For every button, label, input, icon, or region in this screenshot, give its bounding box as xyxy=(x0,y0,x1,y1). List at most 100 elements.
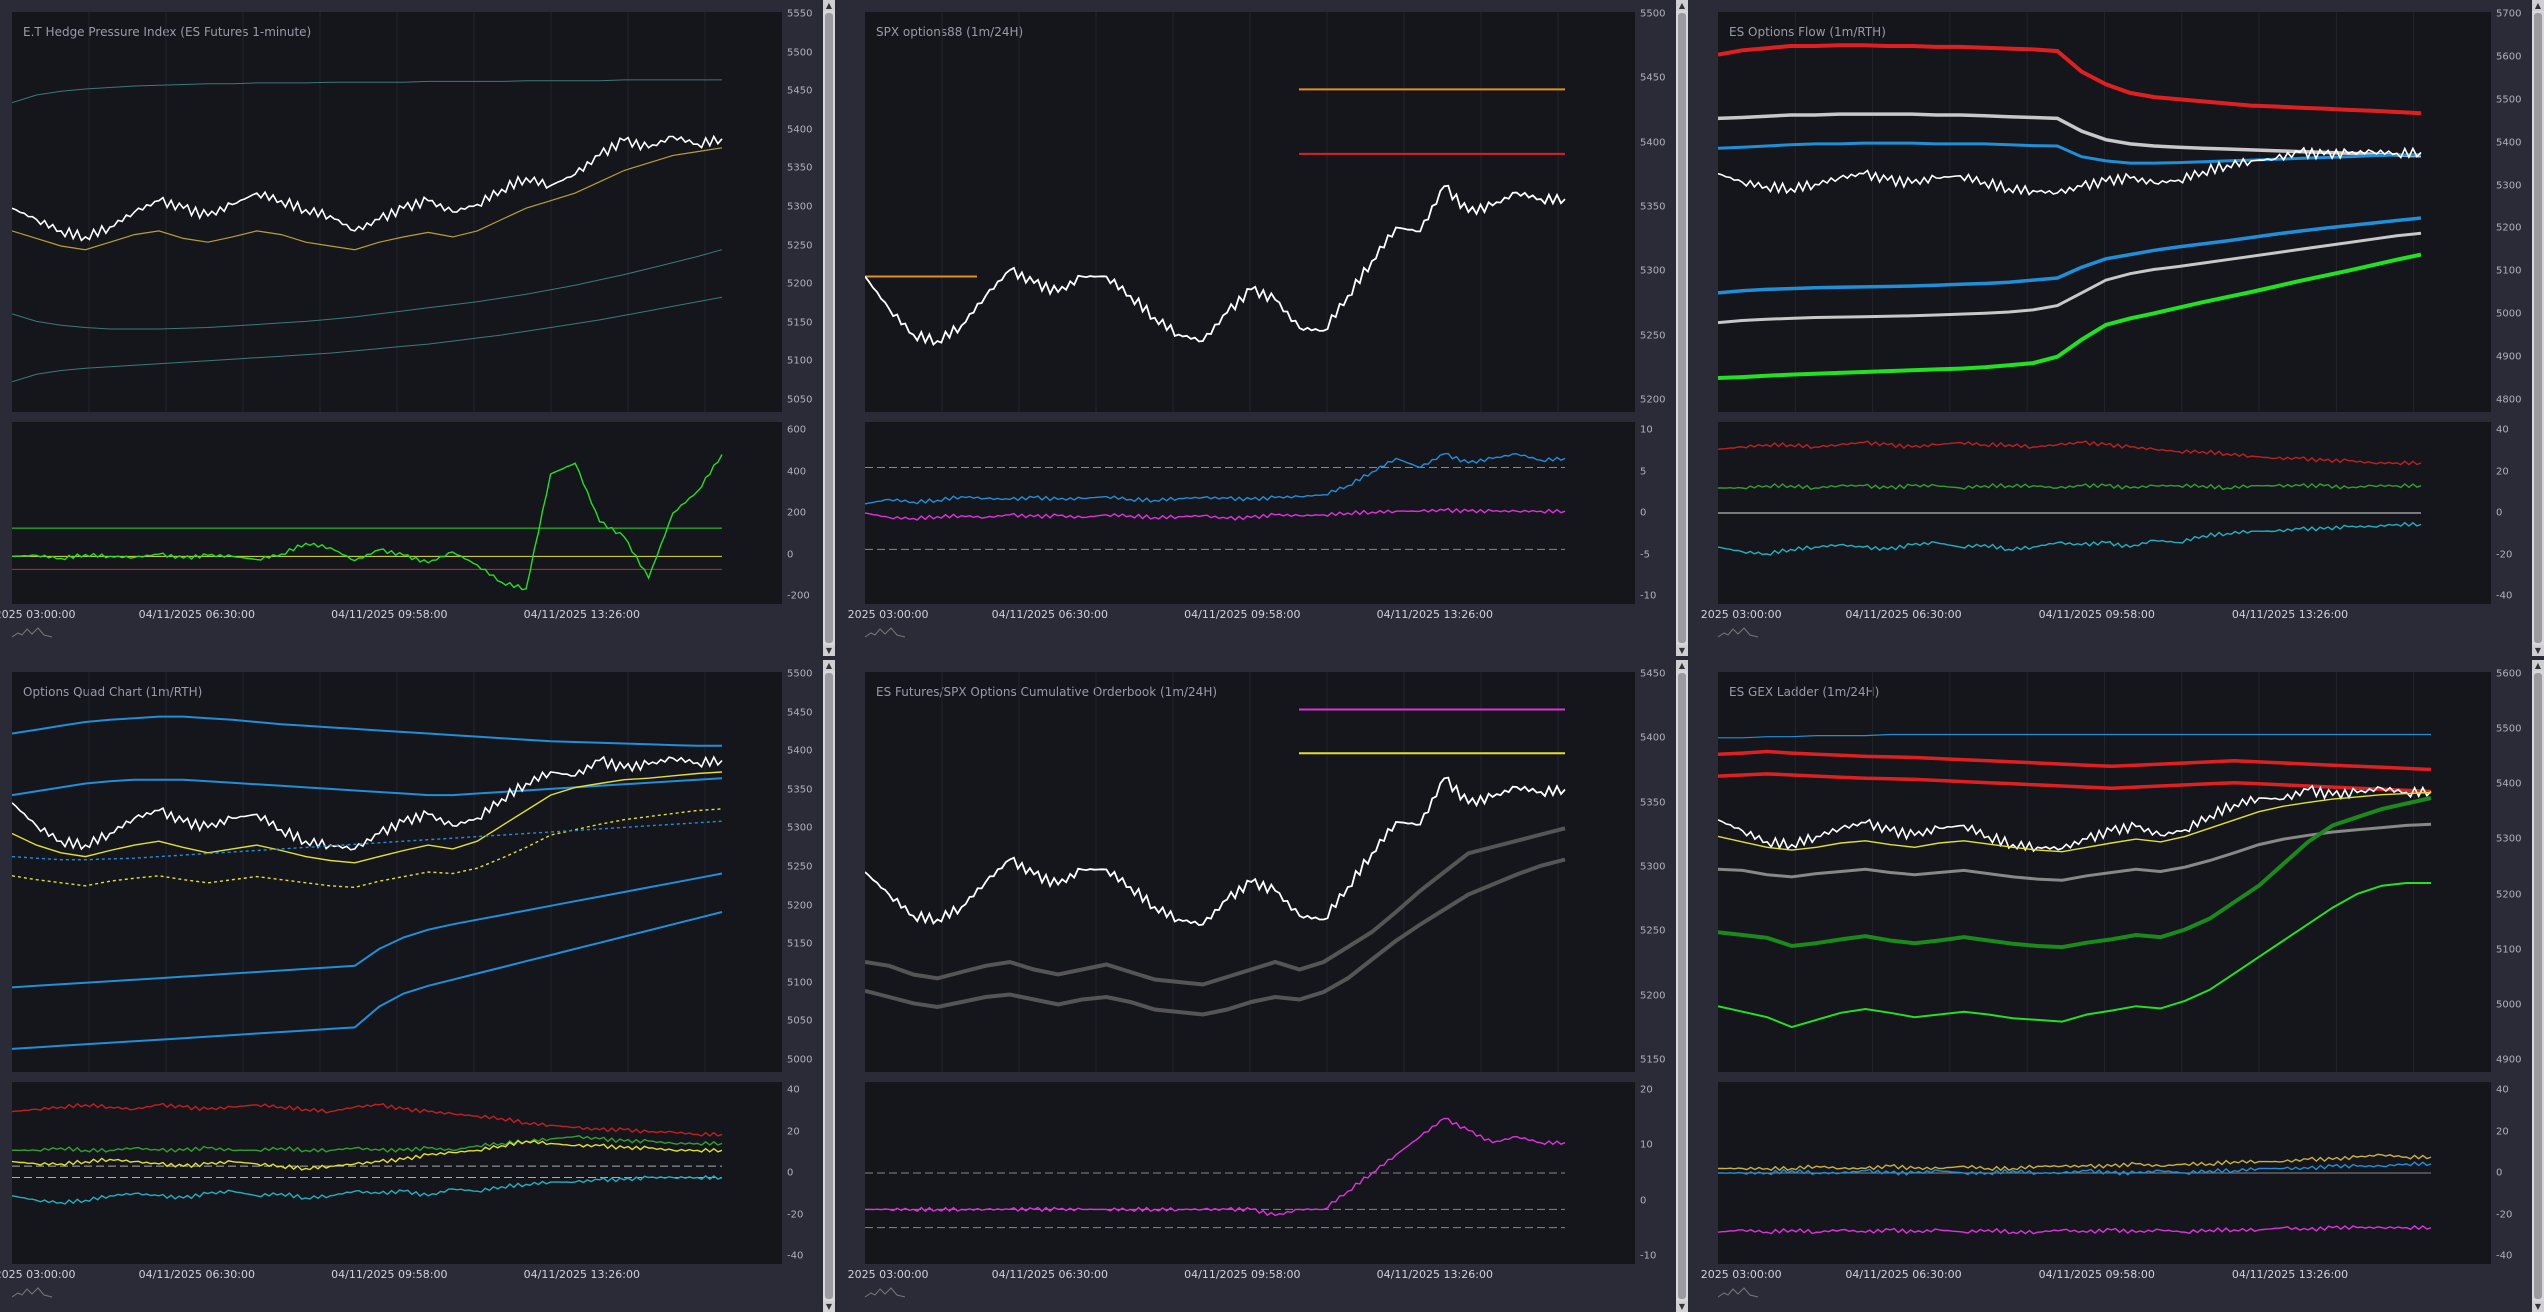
price-axis[interactable]: 5550 5500 5450 5400 5350 5300 5250 5200 5150 5100… xyxy=(782,0,822,412)
time-axis[interactable]: 2025 03:00:00 04/11/2025 06:30:00 04/11/20… xyxy=(0,1268,782,1284)
time-axis[interactable]: 2025 03:00:00 04/11/2025 06:30:00 04/11/20… xyxy=(0,608,782,624)
y-tick-label: 5250 xyxy=(1640,925,1666,937)
oscillator-chart[interactable] xyxy=(12,422,782,604)
y-tick-label: 200 xyxy=(787,507,807,519)
series-line-6 xyxy=(1718,252,2422,380)
oscillator-chart[interactable] xyxy=(865,422,1635,604)
vertical-scrollbar[interactable]: ▲ ▼ xyxy=(2532,0,2544,656)
price-chart[interactable]: E.T Hedge Pressure Index (ES Futures 1-m… xyxy=(12,12,782,412)
chart-panel-p2[interactable]: SPX options88 (1m/24H) 5500 5450 5400 5350 53… xyxy=(848,0,1688,656)
navigator-icon[interactable] xyxy=(11,1286,53,1298)
series-line-5 xyxy=(12,820,723,861)
y-tick-label: 5450 xyxy=(1640,72,1666,84)
oscillator-axis[interactable]: 20 10 0 -10 xyxy=(1635,1082,1675,1264)
scroll-thumb[interactable] xyxy=(1678,673,1686,1299)
chart-panel-p5[interactable]: ES Futures/SPX Options Cumulative Orderb… xyxy=(848,660,1688,1312)
series-line-1 xyxy=(12,147,723,251)
vertical-scrollbar[interactable]: ▲ ▼ xyxy=(823,0,835,656)
vertical-scrollbar[interactable]: ▲ ▼ xyxy=(823,660,835,1312)
panel-title: SPX options88 (1m/24H) xyxy=(876,25,1024,39)
scroll-down-icon[interactable]: ▼ xyxy=(2532,1301,2544,1312)
oscillator-axis[interactable]: 40 20 0 -20 -40 xyxy=(782,1082,822,1264)
scroll-down-icon[interactable]: ▼ xyxy=(1676,1301,1688,1312)
price-axis[interactable]: 5500 5450 5400 5350 5300 5250 5200 xyxy=(1635,0,1675,412)
navigator-icon[interactable] xyxy=(864,1286,906,1298)
scroll-down-icon[interactable]: ▼ xyxy=(823,645,835,656)
y-tick-label: 5350 xyxy=(787,162,813,174)
series-line-5 xyxy=(1718,231,2422,325)
scroll-down-icon[interactable]: ▼ xyxy=(823,1301,835,1312)
price-axis[interactable]: 5500 5450 5400 5350 5300 5250 5200 5150 5100 5050… xyxy=(782,660,822,1072)
osc-series-line-2 xyxy=(12,1139,723,1171)
oscillator-chart[interactable] xyxy=(1718,422,2491,604)
chart-panel-p4[interactable]: Options Quad Chart (1m/RTH) 5500 5450 5400 5… xyxy=(0,660,835,1312)
oscillator-chart[interactable] xyxy=(12,1082,782,1264)
price-chart-svg xyxy=(12,12,723,412)
scroll-up-icon[interactable]: ▲ xyxy=(2532,660,2544,671)
vertical-scrollbar[interactable]: ▲ ▼ xyxy=(1676,0,1688,656)
price-chart[interactable]: SPX options88 (1m/24H) xyxy=(865,12,1635,412)
navigator-icon[interactable] xyxy=(1717,626,1759,638)
scroll-thumb[interactable] xyxy=(2534,13,2542,643)
navigator-icon[interactable] xyxy=(11,626,53,638)
scroll-up-icon[interactable]: ▲ xyxy=(823,0,835,11)
vertical-scrollbar[interactable]: ▲ ▼ xyxy=(2532,660,2544,1312)
y-tick-label: 5050 xyxy=(787,394,813,406)
navigator-icon[interactable] xyxy=(864,626,906,638)
oscillator-axis[interactable]: 600 400 200 0 -200 xyxy=(782,422,822,604)
y-tick-label: 5200 xyxy=(1640,990,1666,1002)
osc-series-line-3 xyxy=(12,1175,723,1205)
y-tick-label: 5400 xyxy=(787,745,813,757)
y-tick-label: -200 xyxy=(787,590,810,602)
scroll-up-icon[interactable]: ▲ xyxy=(1676,0,1688,11)
scroll-up-icon[interactable]: ▲ xyxy=(1676,660,1688,671)
scroll-down-icon[interactable]: ▼ xyxy=(1676,645,1688,656)
y-tick-label: -40 xyxy=(2496,590,2513,602)
series-line-1 xyxy=(865,826,1566,987)
price-chart[interactable]: ES Futures/SPX Options Cumulative Orderb… xyxy=(865,672,1635,1072)
scroll-thumb[interactable] xyxy=(825,673,833,1299)
osc-series-line-2 xyxy=(1718,1224,2432,1235)
oscillator-svg xyxy=(865,452,1566,550)
time-axis[interactable]: 2025 03:00:00 04/11/2025 06:30:00 04/11/20… xyxy=(1701,1268,2491,1284)
price-chart[interactable]: Options Quad Chart (1m/RTH) xyxy=(12,672,782,1072)
price-axis[interactable]: 5450 5400 5350 5300 5250 5200 5150 xyxy=(1635,660,1675,1072)
x-tick-label: 04/11/2025 09:58:00 xyxy=(2038,1268,2155,1281)
series-line-0 xyxy=(12,715,722,747)
price-chart[interactable]: ES Options Flow (1m/RTH) xyxy=(1718,12,2491,412)
oscillator-axis[interactable]: 10 5 0 -5 -10 xyxy=(1635,422,1675,604)
time-axis[interactable]: 2025 03:00:00 04/11/2025 06:30:00 04/11/20… xyxy=(848,608,1635,624)
navigator-icon[interactable] xyxy=(1717,1286,1759,1298)
scroll-thumb[interactable] xyxy=(1678,13,1686,643)
time-axis[interactable]: 2025 03:00:00 04/11/2025 06:30:00 04/11/20… xyxy=(848,1268,1635,1284)
series-line-0 xyxy=(12,134,723,242)
oscillator-svg xyxy=(12,1102,723,1205)
chart-panel-p1[interactable]: E.T Hedge Pressure Index (ES Futures 1-m… xyxy=(0,0,835,656)
oscillator-chart[interactable] xyxy=(1718,1082,2491,1264)
scroll-up-icon[interactable]: ▲ xyxy=(2532,0,2544,11)
y-tick-label: 5400 xyxy=(787,124,813,136)
y-tick-label: 5350 xyxy=(787,784,813,796)
y-tick-label: 5400 xyxy=(2496,778,2522,790)
y-tick-label: 20 xyxy=(2496,466,2509,477)
oscillator-axis[interactable]: 40 20 0 -20 -40 xyxy=(2491,1082,2531,1264)
time-axis[interactable]: 2025 03:00:00 04/11/2025 06:30:00 04/11/20… xyxy=(1701,608,2491,624)
scroll-down-icon[interactable]: ▼ xyxy=(2532,645,2544,656)
x-tick-label: 2025 03:00:00 xyxy=(0,1268,76,1281)
oscillator-axis[interactable]: 40 20 0 -20 -40 xyxy=(2491,422,2531,604)
oscillator-chart[interactable] xyxy=(865,1082,1635,1264)
chart-panel-p3[interactable]: ES Options Flow (1m/RTH) 5700 5600 5500 5400… xyxy=(1701,0,2544,656)
price-chart[interactable]: ES GEX Ladder (1m/24H) xyxy=(1718,672,2491,1072)
y-tick-label: 0 xyxy=(2496,1167,2503,1179)
vertical-scrollbar[interactable]: ▲ ▼ xyxy=(1676,660,1688,1312)
y-tick-label: 20 xyxy=(2496,1126,2509,1137)
scroll-thumb[interactable] xyxy=(825,13,833,643)
price-axis[interactable]: 5600 5500 5400 5300 5200 5100 5000 4900 xyxy=(2491,660,2531,1072)
chart-panel-p6[interactable]: ES GEX Ladder (1m/24H) 5600 5500 5400 5300 52… xyxy=(1701,660,2544,1312)
scroll-thumb[interactable] xyxy=(2534,673,2542,1299)
y-tick-label: 5000 xyxy=(787,1054,813,1066)
x-tick-label: 04/11/2025 06:30:00 xyxy=(138,608,255,621)
scroll-up-icon[interactable]: ▲ xyxy=(823,660,835,671)
price-axis[interactable]: 5700 5600 5500 5400 5300 5200 5100 5000 4900 4800 xyxy=(2491,0,2531,412)
y-tick-label: -20 xyxy=(2496,1209,2513,1220)
